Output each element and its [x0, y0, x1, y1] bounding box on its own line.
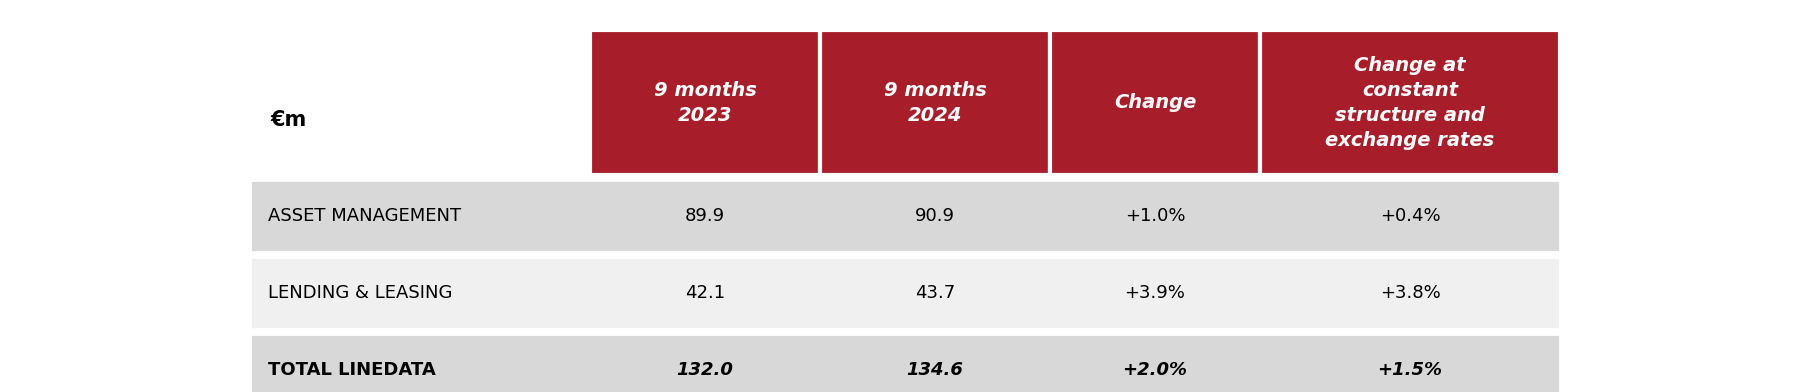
Text: LENDING & LEASING: LENDING & LEASING: [268, 284, 452, 302]
Text: +2.0%: +2.0%: [1123, 361, 1188, 379]
Text: 43.7: 43.7: [914, 284, 956, 302]
Bar: [1261, 30, 1560, 175]
Text: +0.4%: +0.4%: [1380, 207, 1440, 225]
Text: 9 months
2024: 9 months 2024: [883, 80, 987, 125]
Text: Change: Change: [1114, 93, 1195, 112]
Text: +1.0%: +1.0%: [1125, 207, 1185, 225]
Bar: [250, 334, 1560, 392]
Text: 132.0: 132.0: [677, 361, 733, 379]
Text: €m: €m: [270, 110, 307, 130]
Text: +3.9%: +3.9%: [1125, 284, 1185, 302]
Text: Change at
constant
structure and
exchange rates: Change at constant structure and exchang…: [1326, 56, 1495, 149]
Text: +1.5%: +1.5%: [1377, 361, 1442, 379]
Text: ASSET MANAGEMENT: ASSET MANAGEMENT: [268, 207, 461, 225]
Text: +3.8%: +3.8%: [1380, 284, 1440, 302]
Bar: [250, 180, 1560, 252]
Text: TOTAL LINEDATA: TOTAL LINEDATA: [268, 361, 435, 379]
Bar: [820, 30, 1050, 175]
Text: 134.6: 134.6: [907, 361, 963, 379]
Text: 42.1: 42.1: [686, 284, 726, 302]
Text: 89.9: 89.9: [686, 207, 726, 225]
Text: 9 months
2023: 9 months 2023: [653, 80, 756, 125]
Text: 90.9: 90.9: [914, 207, 954, 225]
Bar: [250, 257, 1560, 329]
Bar: [1050, 30, 1261, 175]
Bar: [590, 30, 820, 175]
